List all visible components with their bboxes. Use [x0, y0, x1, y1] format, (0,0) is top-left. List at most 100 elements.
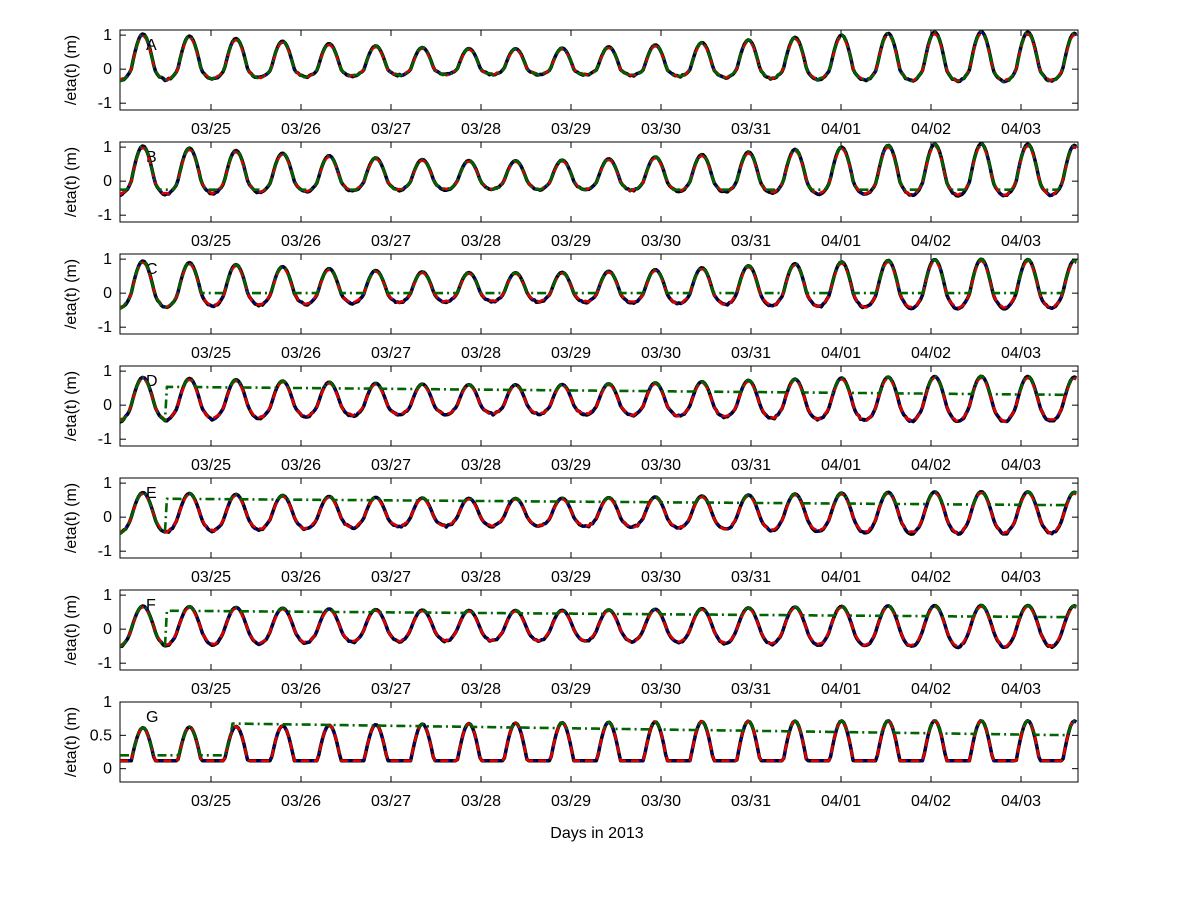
x-tick-label: 03/31 — [731, 569, 771, 586]
plot-frame — [119, 589, 1079, 671]
y-tick-label: -1 — [98, 207, 112, 224]
x-tick-label: 04/02 — [911, 793, 951, 810]
panel-E: 1 0 -1 03/25 03/26 03/27 03/28 03/29 03/30 03/31 0… — [63, 475, 1079, 586]
x-tick-label: 03/29 — [551, 681, 591, 698]
plot-frame — [119, 29, 1079, 111]
panel-A: 1 0 -1 03/25 03/26 03/27 03/28 03/29 03/30 03/31 0… — [63, 27, 1079, 138]
y-tick-label: 1 — [103, 27, 112, 44]
series-group — [120, 30, 1078, 84]
x-tick-label: 03/25 — [191, 457, 231, 474]
y-axis-title: /eta(t) (m) — [63, 259, 80, 329]
x-tick-label: 03/28 — [461, 345, 501, 362]
x-tick-label: 04/01 — [821, 681, 861, 698]
x-tick-label: 03/27 — [371, 569, 411, 586]
x-tick-label: 04/02 — [911, 681, 951, 698]
x-tick-label: 03/25 — [191, 681, 231, 698]
x-tick-label: 03/30 — [641, 121, 681, 138]
x-tick-label: 04/02 — [911, 569, 951, 586]
series-green-line — [120, 30, 1077, 84]
y-tick-label: 0 — [103, 761, 112, 778]
series-red-line — [120, 491, 1077, 535]
x-tick-label: 03/28 — [461, 569, 501, 586]
x-tick-label: 04/03 — [1001, 457, 1041, 474]
x-axis-title: Days in 2013 — [550, 825, 643, 842]
y-axis-title: /eta(t) (m) — [63, 35, 80, 105]
panel-G: 1 0.5 0 03/25 03/26 03/27 03/28 03/29 03/30 03/31… — [63, 694, 1079, 810]
x-tick-label: 04/03 — [1001, 569, 1041, 586]
y-tick-label: 1 — [103, 475, 112, 492]
series-green-line — [120, 719, 1077, 757]
y-tick-label: 1 — [103, 251, 112, 268]
x-tick-label: 03/28 — [461, 793, 501, 810]
series-group — [120, 257, 1078, 311]
x-tick-label: 04/02 — [911, 457, 951, 474]
x-tick-label: 03/31 — [731, 681, 771, 698]
series-red-line — [120, 719, 1077, 762]
x-tick-label: 03/29 — [551, 121, 591, 138]
x-tick-label: 04/01 — [821, 345, 861, 362]
y-tick-label: 0 — [103, 397, 112, 414]
y-tick-label: -1 — [98, 319, 112, 336]
x-tick-label: 03/30 — [641, 569, 681, 586]
x-tick-label: 03/27 — [371, 121, 411, 138]
x-tick-label: 04/03 — [1001, 681, 1041, 698]
x-tick-label: 03/26 — [281, 793, 321, 810]
x-tick-label: 03/30 — [641, 233, 681, 250]
y-tick-label: 0 — [103, 173, 112, 190]
y-tick-label: 0 — [103, 61, 112, 78]
x-tick-label: 03/29 — [551, 345, 591, 362]
panel-C: 1 0 -1 03/25 03/26 03/27 03/28 03/29 03/30 03/31 0… — [63, 251, 1079, 362]
x-tick-label: 03/25 — [191, 345, 231, 362]
x-tick-label: 03/31 — [731, 793, 771, 810]
x-tick-label: 03/30 — [641, 457, 681, 474]
y-tick-label: -1 — [98, 95, 112, 112]
panel-B: 1 0 -1 03/25 03/26 03/27 03/28 03/29 03/30 03/31 0… — [63, 139, 1079, 250]
x-tick-label: 03/28 — [461, 457, 501, 474]
x-tick-label: 04/03 — [1001, 793, 1041, 810]
x-tick-label: 04/01 — [821, 233, 861, 250]
x-tick-label: 03/27 — [371, 681, 411, 698]
x-tick-label: 04/02 — [911, 121, 951, 138]
x-tick-label: 04/01 — [821, 457, 861, 474]
x-tick-label: 03/26 — [281, 121, 321, 138]
y-tick-label: 0.5 — [90, 727, 112, 744]
x-tick-label: 03/26 — [281, 569, 321, 586]
panel-label: D — [146, 373, 158, 390]
x-tick-label: 03/28 — [461, 233, 501, 250]
series-green-line — [120, 142, 1077, 191]
panel-label: G — [146, 709, 158, 726]
panel-label: A — [146, 37, 157, 54]
y-tick-label: 1 — [103, 694, 112, 711]
series-group — [120, 142, 1078, 198]
x-tick-label: 03/27 — [371, 793, 411, 810]
x-tick-label: 03/28 — [461, 681, 501, 698]
x-tick-label: 03/25 — [191, 569, 231, 586]
x-tick-label: 03/26 — [281, 233, 321, 250]
x-tick-label: 03/28 — [461, 121, 501, 138]
y-tick-label: 1 — [103, 587, 112, 604]
x-tick-label: 03/29 — [551, 793, 591, 810]
y-tick-label: 0 — [103, 509, 112, 526]
panels: 1 0 -1 03/25 03/26 03/27 03/28 03/29 03/30 03/31 0… — [63, 27, 1079, 810]
x-tick-label: 03/27 — [371, 457, 411, 474]
series-black-line — [120, 30, 1078, 84]
x-tick-label: 03/31 — [731, 233, 771, 250]
series-blue-line — [120, 143, 1077, 197]
x-tick-label: 03/25 — [191, 793, 231, 810]
series-green-line — [120, 490, 1077, 535]
y-axis-title: /eta(t) (m) — [63, 483, 80, 553]
panel-F: 1 0 -1 03/25 03/26 03/27 03/28 03/29 03/30 03/31 0… — [63, 587, 1079, 698]
panel-label: C — [146, 261, 158, 278]
x-tick-label: 03/31 — [731, 345, 771, 362]
x-tick-label: 03/29 — [551, 457, 591, 474]
x-tick-label: 03/26 — [281, 345, 321, 362]
x-tick-label: 04/03 — [1001, 233, 1041, 250]
panel-label: E — [146, 485, 157, 502]
plot-frame — [119, 141, 1079, 223]
x-tick-label: 04/02 — [911, 345, 951, 362]
x-tick-label: 03/26 — [281, 681, 321, 698]
y-axis-title: /eta(t) (m) — [63, 595, 80, 665]
x-tick-label: 03/25 — [191, 233, 231, 250]
y-tick-label: 1 — [103, 363, 112, 380]
